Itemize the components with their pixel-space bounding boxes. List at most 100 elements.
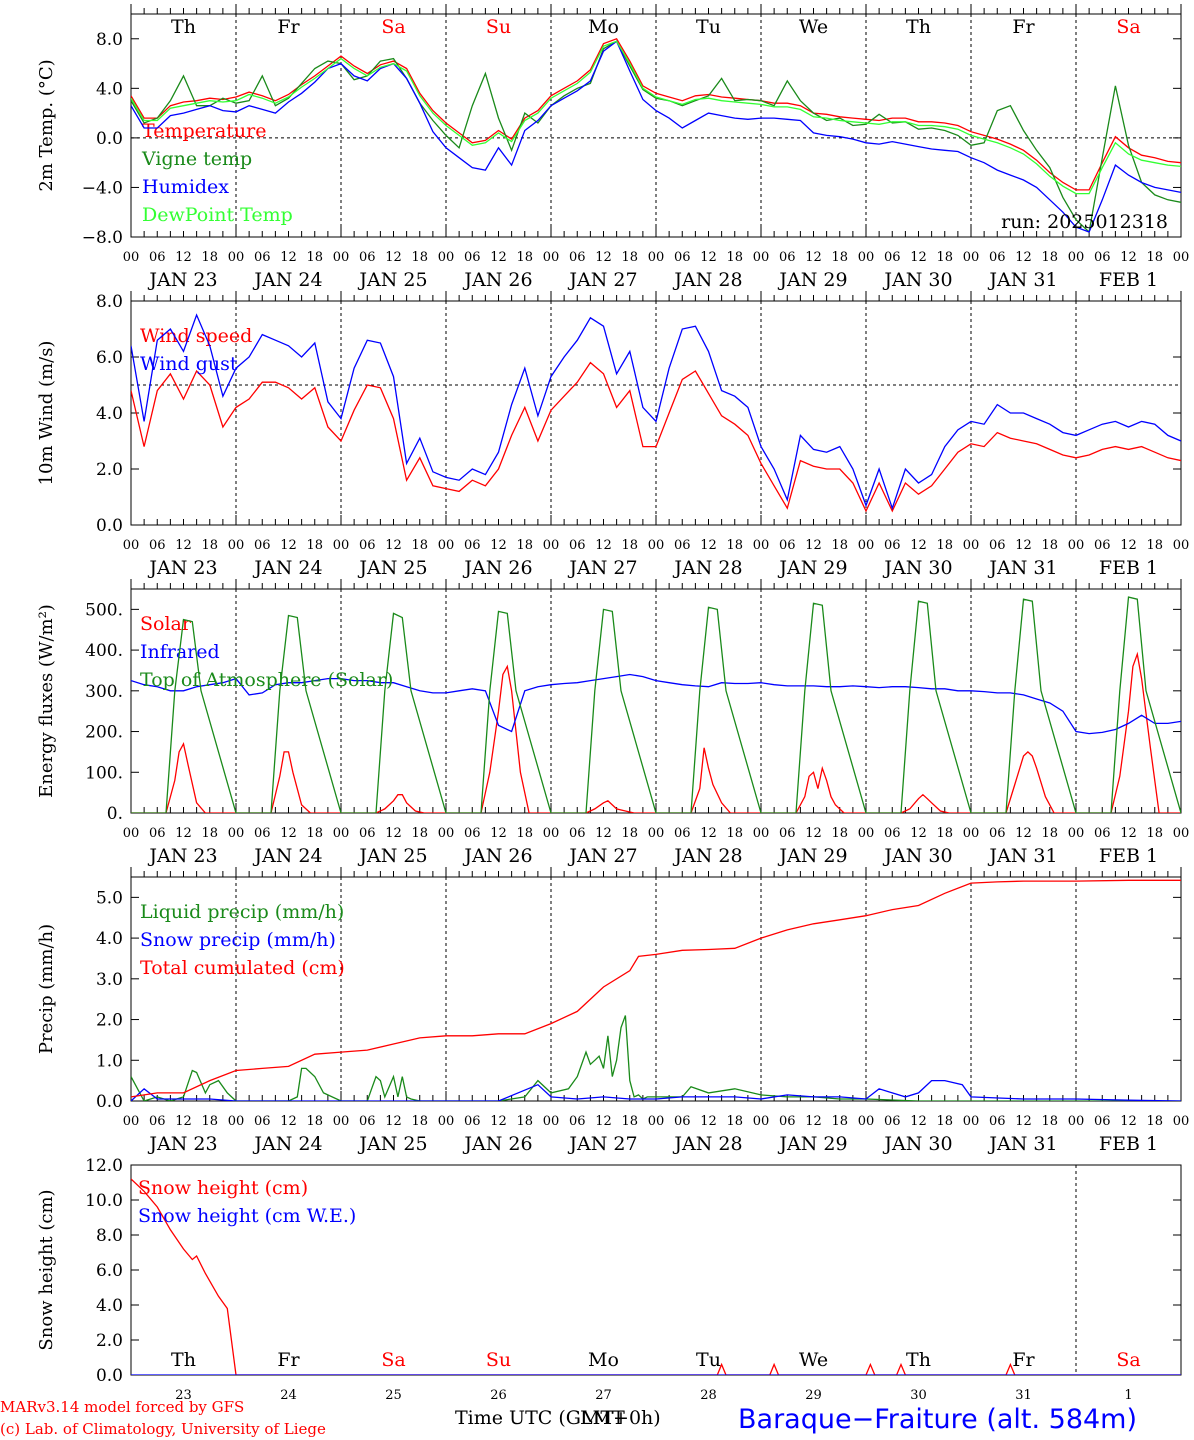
- hour-label: 00: [753, 1114, 770, 1129]
- y-axis-label: 2m Temp. (°C): [36, 59, 57, 191]
- hour-label: 18: [726, 538, 743, 553]
- hour-label: 12: [385, 826, 402, 841]
- hour-label: 00: [1068, 1114, 1085, 1129]
- hour-label: 12: [175, 826, 192, 841]
- weekday-label: Sa: [1116, 16, 1140, 38]
- series-line-dewpoint-temp: [131, 40, 1181, 195]
- hour-label: 18: [306, 826, 323, 841]
- plot-frame: [130, 588, 1182, 814]
- legend-entry: Snow precip (mm/h): [140, 929, 336, 951]
- hour-label: 06: [254, 1114, 271, 1129]
- date-label: JAN 30: [882, 845, 952, 867]
- weekday-label: Tu: [696, 16, 721, 38]
- hour-label: 06: [254, 538, 271, 553]
- model-credit: MARv3.14 model forced by GFS: [0, 1398, 244, 1416]
- y-tick-label: 8.0: [96, 292, 123, 312]
- hour-label: 06: [779, 250, 796, 265]
- y-tick-label: 4.0: [96, 929, 123, 949]
- date-label: JAN 29: [777, 269, 847, 291]
- hour-label: 06: [989, 250, 1006, 265]
- hour-label: 12: [595, 250, 612, 265]
- hour-label: 18: [306, 1114, 323, 1129]
- y-tick-label: 500.: [85, 600, 123, 620]
- date-label: JAN 30: [882, 269, 952, 291]
- hour-label: 00: [543, 1114, 560, 1129]
- panel-5: 0.0 2.0 4.0 6.0 8.0 10.0 12.0 Snow height (cm) T…: [36, 1156, 1182, 1403]
- hour-label: 00: [858, 250, 875, 265]
- legend-entry: Snow height (cm W.E.): [138, 1205, 356, 1227]
- weekday-label: Fr: [1012, 16, 1035, 38]
- panel-1: −8.0 −4.0 0.0 4.0 8.0 2m Temp. (°C) Th Fr Sa Su Mo…: [36, 4, 1189, 291]
- hour-label: 06: [359, 1114, 376, 1129]
- y-tick-label: 300.: [85, 682, 123, 702]
- hour-label: 12: [280, 1114, 297, 1129]
- hour-label: 00: [1068, 250, 1085, 265]
- y-tick-label: 2.0: [96, 1011, 123, 1031]
- day-number-label: 25: [385, 1388, 402, 1403]
- y-tick-label: −8.0: [82, 228, 123, 248]
- hour-label: 18: [411, 1114, 428, 1129]
- y-tick-label: 2.0: [96, 460, 123, 480]
- hour-label: 00: [648, 1114, 665, 1129]
- date-label: JAN 26: [462, 845, 532, 867]
- y-axis-label: Precip (mm/h): [36, 924, 57, 1054]
- y-tick-label: 12.0: [85, 1156, 123, 1176]
- date-label: JAN 26: [462, 1133, 532, 1155]
- date-label: JAN 24: [252, 269, 322, 291]
- hour-label: 00: [963, 250, 980, 265]
- hour-label: 12: [805, 250, 822, 265]
- day-number-label: 28: [700, 1388, 717, 1403]
- hour-label: 12: [1015, 1114, 1032, 1129]
- hour-label: 18: [1146, 826, 1163, 841]
- hour-label: 00: [333, 1114, 350, 1129]
- date-label: JAN 23: [147, 1133, 217, 1155]
- y-tick-label: 10.0: [85, 1191, 123, 1211]
- hour-label: 06: [779, 826, 796, 841]
- date-label: JAN 27: [567, 557, 637, 579]
- y-tick-label: 3.0: [96, 970, 123, 990]
- panel-2: 0.0 2.0 4.0 6.0 8.0 10m Wind (m/s) 00 06 12 18 JAN…: [36, 291, 1189, 579]
- hour-label: 12: [1120, 250, 1137, 265]
- hour-label: 18: [831, 538, 848, 553]
- weekday-label: Th: [171, 16, 196, 38]
- hour-label: 06: [674, 1114, 691, 1129]
- hour-label: 06: [884, 1114, 901, 1129]
- legend-entry: Wind gust: [140, 353, 238, 375]
- date-label: JAN 29: [777, 557, 847, 579]
- date-label: JAN 27: [567, 845, 637, 867]
- hour-label: 18: [621, 538, 638, 553]
- hour-label: 12: [490, 250, 507, 265]
- weekday-label: Tu: [696, 1349, 721, 1371]
- day-number-label: 23: [175, 1388, 192, 1403]
- hour-label: 06: [779, 538, 796, 553]
- hour-label: 00: [228, 250, 245, 265]
- hour-label: 00: [228, 826, 245, 841]
- hour-label: 18: [411, 826, 428, 841]
- y-tick-label: 100.: [85, 763, 123, 783]
- hour-label: 06: [989, 538, 1006, 553]
- hour-label: 18: [1146, 538, 1163, 553]
- hour-label: 12: [1120, 1114, 1137, 1129]
- date-label: JAN 28: [672, 269, 742, 291]
- hour-label: 12: [910, 250, 927, 265]
- hour-label: 06: [464, 1114, 481, 1129]
- hour-label: 12: [910, 538, 927, 553]
- hour-label: 00: [963, 826, 980, 841]
- hour-label: 00: [123, 538, 140, 553]
- date-label: JAN 28: [672, 1133, 742, 1155]
- y-tick-label: 1.0: [96, 1051, 123, 1071]
- hour-label: 00: [963, 1114, 980, 1129]
- hour-label: 18: [516, 826, 533, 841]
- panel-3: 0. 100. 200. 300. 400. 500. Energy fluxes (W/m…: [36, 579, 1189, 867]
- series-line-snow-height-cm: [131, 1178, 1181, 1375]
- hour-label: 00: [543, 250, 560, 265]
- hour-label: 12: [385, 1114, 402, 1129]
- hour-label: 12: [175, 250, 192, 265]
- hour-label: 00: [438, 538, 455, 553]
- lab-credit: (c) Lab. of Climatology, University of L…: [0, 1420, 326, 1438]
- date-label: JAN 24: [252, 845, 322, 867]
- day-number-label: 31: [1015, 1388, 1032, 1403]
- date-label: JAN 23: [147, 269, 217, 291]
- legend-entry: Solar: [140, 613, 192, 635]
- y-tick-label: 8.0: [96, 30, 123, 50]
